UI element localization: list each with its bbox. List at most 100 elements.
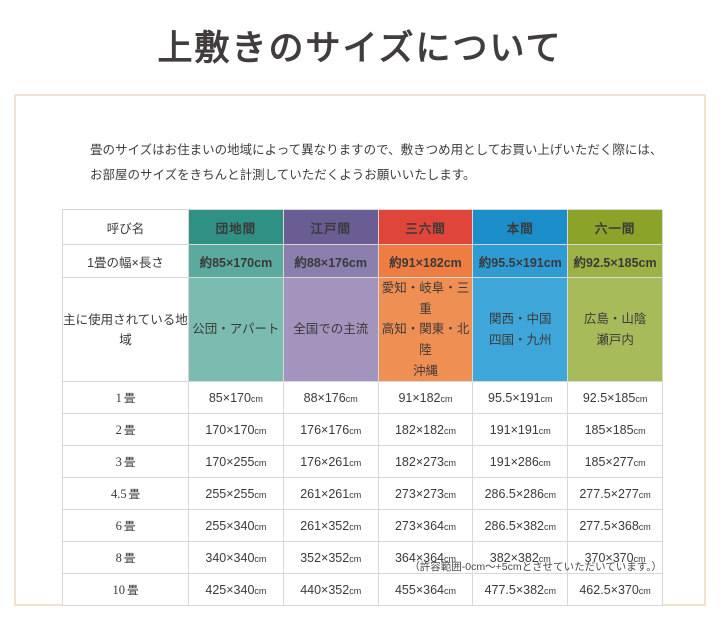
dimension-value: 261×352 bbox=[300, 518, 350, 533]
regions-value-4: 関西・中国 四国・九州 bbox=[472, 276, 569, 383]
dimension-value: 455×364 bbox=[394, 582, 444, 597]
region-line: 愛知・岐阜・三重 bbox=[381, 281, 470, 316]
dimension-cell: 176×176cm bbox=[282, 413, 379, 447]
dimension-unit: cm bbox=[349, 521, 362, 532]
dimension-value: 185×185 bbox=[584, 422, 634, 437]
dimension-unit: cm bbox=[254, 425, 267, 436]
dimension-cell: 170×170cm bbox=[188, 413, 284, 447]
dimension-cell: 185×185cm bbox=[567, 413, 663, 447]
column-header-1: 団地間 bbox=[188, 209, 284, 245]
table-row: 6 畳 255×340cm 261×352cm 273×364cm 286.5×382cm… bbox=[62, 509, 663, 543]
jo-number: 4.5 bbox=[110, 486, 127, 501]
dimension-unit: cm bbox=[250, 393, 263, 404]
dimension-cell: 88×176cm bbox=[282, 381, 379, 415]
dimension-unit: cm bbox=[633, 425, 646, 436]
dimension-cell: 182×273cm bbox=[377, 445, 474, 479]
dimension-unit: cm bbox=[444, 585, 456, 596]
dimension-unit: cm bbox=[254, 553, 267, 564]
dimension-value: 255×255 bbox=[205, 486, 255, 501]
dimension-cell: 185×277cm bbox=[567, 445, 663, 479]
dimension-value: 91×182 bbox=[398, 390, 441, 405]
dimension-unit: cm bbox=[544, 489, 556, 500]
jo-unit: 畳 bbox=[123, 552, 136, 565]
dimension-unit: cm bbox=[349, 425, 362, 436]
dimension-cell: 92.5×185cm bbox=[567, 381, 663, 415]
table-row: 8 畳 340×340cm 352×352cm 364×364cm 382×382cm 37… bbox=[62, 541, 663, 575]
row-label-one-tatami: 1畳の幅×長さ bbox=[62, 244, 189, 278]
dimension-unit: cm bbox=[444, 553, 456, 564]
one-tatami-value-4: 約95.5×191cm bbox=[472, 244, 569, 278]
dimension-cell: 182×182cm bbox=[377, 413, 474, 447]
dimension-unit: cm bbox=[254, 585, 267, 596]
regions-row: 主に使用されている地域 公団・アパート 全国での主流 愛知・岐阜・三重 高知・関東・北陸… bbox=[62, 276, 663, 383]
dimension-value: 170×170 bbox=[205, 422, 255, 437]
dimension-unit: cm bbox=[254, 457, 267, 468]
dimension-cell: 170×255cm bbox=[188, 445, 284, 479]
regions-value-5: 広島・山陰 瀬戸内 bbox=[567, 276, 663, 383]
dimension-cell: 255×340cm bbox=[188, 509, 284, 543]
dimension-unit: cm bbox=[540, 393, 553, 404]
dimension-cell: 382×382cm bbox=[472, 541, 569, 575]
dimension-unit: cm bbox=[538, 457, 551, 468]
regions-value-2: 全国での主流 bbox=[282, 276, 379, 383]
dimension-value: 182×273 bbox=[394, 454, 444, 469]
region-line: 広島・山陰 bbox=[583, 311, 647, 326]
jo-number: 10 bbox=[112, 582, 126, 597]
page-title: 上敷きのサイズについて bbox=[157, 29, 563, 68]
jo-unit: 畳 bbox=[123, 456, 136, 469]
jo-count-4.5: 4.5 畳 bbox=[62, 477, 189, 511]
dimension-value: 340×340 bbox=[205, 550, 255, 565]
dimension-cell: 261×352cm bbox=[282, 509, 379, 543]
dimension-value: 92.5×185 bbox=[582, 390, 636, 405]
dimension-unit: cm bbox=[633, 553, 646, 564]
jo-number: 8 bbox=[115, 550, 122, 565]
intro-line-1: 畳のサイズはお住まいの地域によって異なりますので、敷きつめ用としてお買い上げいた… bbox=[90, 143, 663, 157]
dimension-value: 273×364 bbox=[394, 518, 444, 533]
jo-unit: 畳 bbox=[128, 488, 141, 501]
dimension-cell: 440×352cm bbox=[282, 573, 379, 607]
regions-value-3: 愛知・岐阜・三重 高知・関東・北陸 沖縄 bbox=[377, 276, 474, 383]
intro-line-2: お部屋のサイズをきちんと計測していただくようお願いいたします。 bbox=[90, 168, 476, 182]
dimension-unit: cm bbox=[349, 457, 362, 468]
dimension-value: 273×273 bbox=[394, 486, 444, 501]
tatami-size-table: 呼び名 団地間 江戸間 三六間 本間 六一間 1畳の幅×長さ 約85×170cm 約88×176… bbox=[62, 209, 663, 607]
dimension-cell: 176×261cm bbox=[282, 445, 379, 479]
dimension-cell: 273×364cm bbox=[377, 509, 474, 543]
dimension-cell: 95.5×191cm bbox=[472, 381, 569, 415]
row-label-regions: 主に使用されている地域 bbox=[62, 276, 189, 383]
one-tatami-value-3: 約91×182cm bbox=[377, 244, 474, 278]
dimension-unit: cm bbox=[638, 489, 651, 500]
dimension-unit: cm bbox=[444, 457, 456, 468]
dimension-unit: cm bbox=[638, 521, 651, 532]
dimension-cell: 261×261cm bbox=[282, 477, 379, 511]
jo-number: 2 bbox=[115, 422, 122, 437]
table-row: 3 畳 170×255cm 176×261cm 182×273cm 191×286cm 18… bbox=[62, 445, 663, 479]
dimension-unit: cm bbox=[638, 585, 651, 596]
region-line: 関西・中国 bbox=[489, 311, 552, 326]
regions-value-1: 公団・アパート bbox=[188, 276, 284, 383]
dimension-value: 170×255 bbox=[205, 454, 255, 469]
dimension-cell: 477.5×382cm bbox=[472, 573, 569, 607]
column-header-3: 三六間 bbox=[377, 209, 474, 245]
dimension-unit: cm bbox=[544, 521, 556, 532]
jo-unit: 畳 bbox=[123, 424, 136, 437]
dimension-cell: 191×191cm bbox=[472, 413, 569, 447]
dimension-cell: 273×273cm bbox=[377, 477, 474, 511]
dimension-value: 370×370 bbox=[584, 550, 634, 565]
dimension-value: 255×340 bbox=[205, 518, 255, 533]
dimension-unit: cm bbox=[544, 585, 556, 596]
dimension-value: 462.5×370 bbox=[579, 582, 639, 597]
dimension-unit: cm bbox=[345, 393, 358, 404]
table-row: 1 畳 85×170cm 88×176cm 91×182cm 95.5×191cm 92.5… bbox=[62, 381, 663, 415]
dimension-cell: 191×286cm bbox=[472, 445, 569, 479]
jo-number: 6 bbox=[115, 518, 122, 533]
dimension-unit: cm bbox=[444, 425, 456, 436]
jo-unit: 畳 bbox=[123, 392, 136, 405]
dimension-value: 477.5×382 bbox=[484, 582, 544, 597]
table-row: 4.5 畳 255×255cm 261×261cm 273×273cm 286.5×286… bbox=[62, 477, 663, 511]
jo-count-10: 10 畳 bbox=[62, 573, 189, 607]
